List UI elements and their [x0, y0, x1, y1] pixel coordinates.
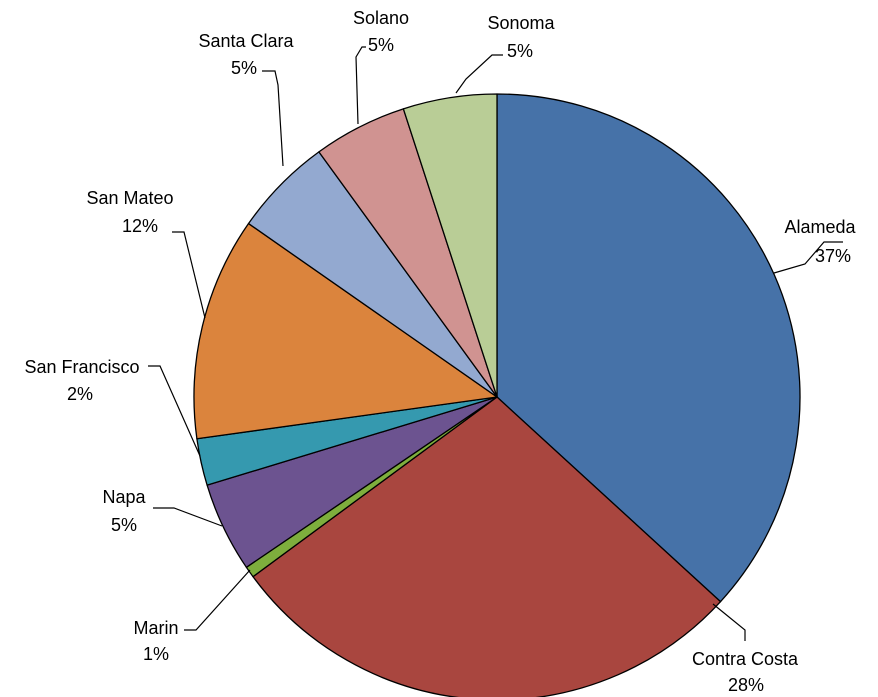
leader-line-san-francisco [148, 365, 201, 457]
slice-percent-napa: 5% [111, 515, 137, 535]
pie-slice-san-mateo [193, 222, 498, 440]
slice-percent-san-mateo: 12% [122, 216, 158, 236]
pie-slice-contra-costa [252, 396, 722, 697]
pie-slice-sonoma [402, 93, 498, 398]
slice-percent-alameda: 37% [815, 246, 851, 266]
slice-label-san-francisco: San Francisco [24, 357, 139, 377]
slice-percent-contra-costa: 28% [728, 675, 764, 695]
slice-percent-santa-clara: 5% [231, 58, 257, 78]
leader-line-contra-costa [712, 603, 746, 641]
pie-slice-alameda [496, 93, 801, 603]
leader-lines [148, 46, 843, 641]
slice-label-san-mateo: San Mateo [86, 188, 173, 208]
slice-label-alameda: Alameda [784, 217, 856, 237]
slice-label-solano: Solano [353, 8, 409, 28]
slice-label-sonoma: Sonoma [487, 13, 555, 33]
slice-percent-sonoma: 5% [507, 41, 533, 61]
leader-line-sonoma [455, 54, 503, 94]
leader-line-marin [184, 569, 251, 631]
slice-label-santa-clara: Santa Clara [198, 31, 294, 51]
slice-percent-marin: 1% [143, 644, 169, 664]
slice-label-contra-costa: Contra Costa [692, 649, 799, 669]
slice-percent-solano: 5% [368, 35, 394, 55]
leader-line-san-mateo [172, 231, 206, 319]
leader-line-alameda [773, 241, 843, 274]
pie-slices [193, 93, 801, 697]
leader-line-napa [153, 507, 223, 527]
leader-line-santa-clara [262, 70, 284, 167]
leader-line-solano [355, 46, 366, 125]
slice-label-marin: Marin [133, 618, 178, 638]
slice-percent-san-francisco: 2% [67, 384, 93, 404]
slice-label-napa: Napa [102, 487, 146, 507]
